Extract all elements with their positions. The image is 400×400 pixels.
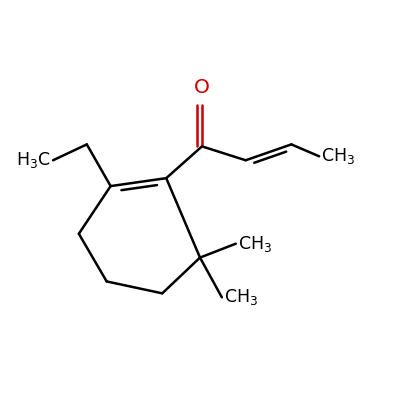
Text: CH$_3$: CH$_3$	[224, 287, 258, 307]
Text: O: O	[194, 78, 210, 97]
Text: CH$_3$: CH$_3$	[321, 146, 355, 166]
Text: CH$_3$: CH$_3$	[238, 234, 272, 254]
Text: H$_3$C: H$_3$C	[16, 150, 51, 170]
